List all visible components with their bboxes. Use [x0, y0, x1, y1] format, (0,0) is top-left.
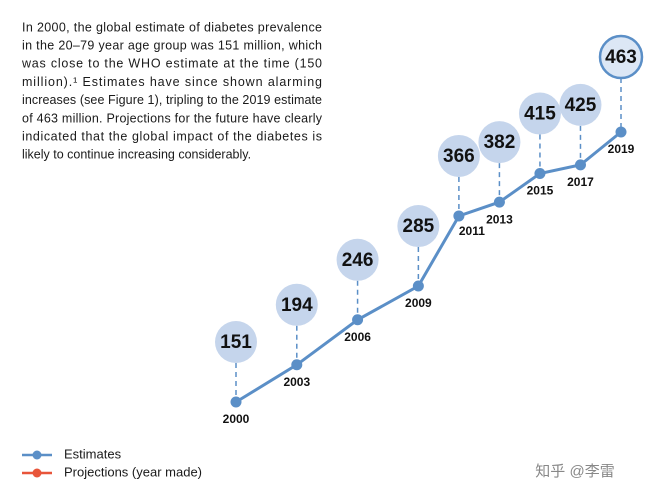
intro-line: increases (see Figure 1), tripling to th… — [22, 93, 322, 107]
chart: 151 194 246 285 366 382 415 425 463 2000 2003 2006 2… — [22, 34, 644, 479]
value-label: 366 — [443, 146, 475, 167]
bubble — [559, 83, 602, 126]
intro-line: indicated that the global impact of the … — [22, 129, 322, 143]
value-label: 194 — [281, 295, 313, 316]
value-label: 415 — [524, 104, 556, 125]
legend-dot — [32, 468, 42, 478]
intro-line: was close to the WHO estimate at the tim… — [21, 57, 322, 71]
year-label: 2003 — [283, 375, 310, 389]
intro-line: million).¹ Estimates have since shown al… — [22, 75, 322, 89]
legend-label: Projections (year made) — [64, 464, 202, 479]
bubble — [336, 238, 379, 281]
bubble — [478, 121, 521, 164]
intro-line: likely to continue increasing considerab… — [22, 148, 251, 162]
intro-line: In 2000, the global estimate of diabetes… — [22, 20, 322, 34]
legend-dot — [32, 450, 42, 460]
intro-text: In 2000, the global estimate of diabetes… — [21, 20, 323, 161]
watermark: 知乎 @李雷 — [535, 463, 614, 480]
bubble — [215, 321, 257, 363]
bubble — [437, 134, 480, 177]
year-label: 2000 — [223, 412, 250, 426]
value-label: 463 — [605, 47, 637, 68]
bubble — [518, 92, 561, 135]
point — [493, 196, 505, 208]
point — [352, 314, 364, 326]
year-label: 2013 — [486, 212, 513, 226]
bubble — [275, 283, 318, 326]
year-label: 2006 — [344, 330, 371, 344]
point — [574, 159, 586, 171]
value-label: 246 — [342, 250, 374, 271]
point — [615, 126, 627, 138]
bubble — [397, 205, 440, 248]
bubble — [598, 34, 644, 80]
point — [412, 280, 424, 292]
intro-line: of 463 million. Projections for the futu… — [22, 111, 323, 125]
year-label: 2011 — [459, 224, 485, 238]
point — [230, 396, 242, 408]
value-label: 285 — [403, 216, 435, 237]
point — [534, 168, 546, 180]
year-label: 2019 — [608, 142, 635, 156]
point — [453, 210, 465, 222]
value-label: 382 — [484, 132, 516, 153]
value-label: 151 — [220, 332, 252, 353]
year-label: 2017 — [567, 175, 594, 189]
year-label: 2015 — [527, 184, 554, 198]
legend-label: Estimates — [64, 446, 122, 461]
point — [291, 359, 303, 371]
intro-line: in the 20–79 year age group was 151 mill… — [22, 38, 322, 52]
year-label: 2009 — [405, 296, 432, 310]
value-label: 425 — [565, 95, 597, 116]
